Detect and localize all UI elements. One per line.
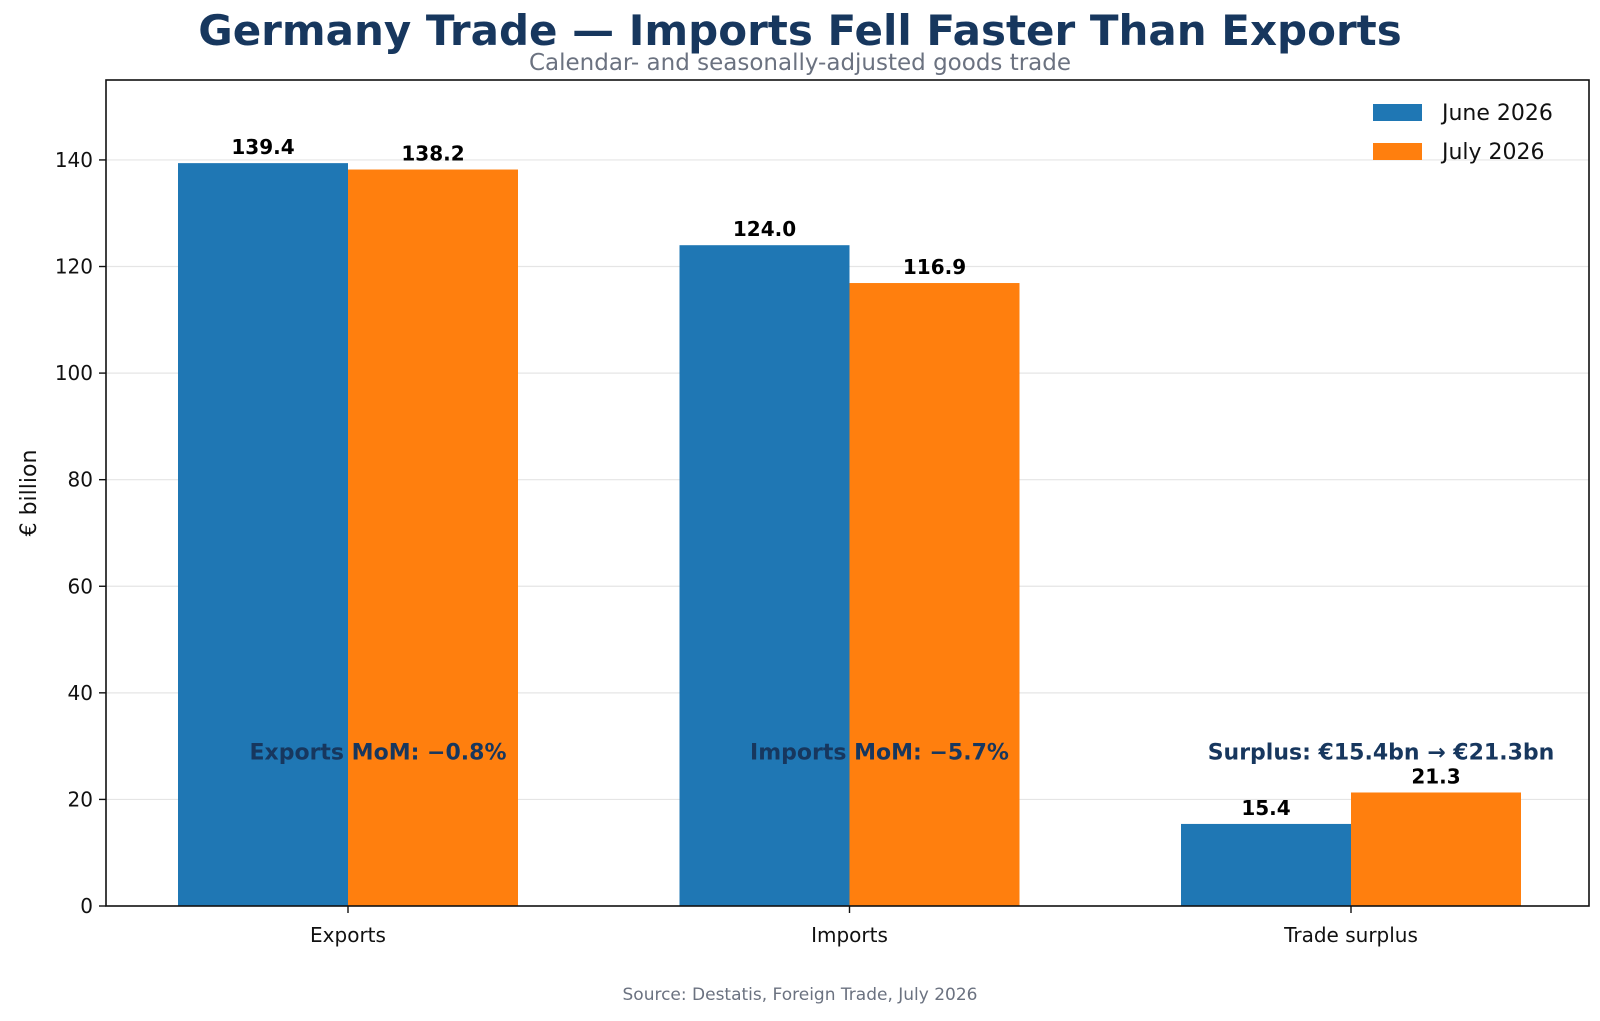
data-label: 138.2 bbox=[401, 142, 464, 166]
chart-subtitle: Calendar- and seasonally-adjusted goods … bbox=[528, 50, 1072, 76]
bar-june-exports bbox=[178, 163, 348, 906]
y-tick-label: 80 bbox=[68, 468, 93, 492]
legend-swatch bbox=[1373, 143, 1422, 160]
legend-label: July 2026 bbox=[1440, 140, 1545, 165]
data-label: 15.4 bbox=[1241, 796, 1290, 820]
annotation: Surplus: €15.4bn → €21.3bn bbox=[1208, 740, 1555, 765]
bar-july-imports bbox=[849, 283, 1020, 906]
data-label: 116.9 bbox=[903, 255, 966, 279]
data-label: 21.3 bbox=[1411, 764, 1460, 788]
y-tick-label: 140 bbox=[55, 148, 93, 172]
bar-june-imports bbox=[679, 245, 850, 906]
y-tick-label: 100 bbox=[55, 361, 93, 385]
bar-july-trade-surplus bbox=[1351, 792, 1521, 906]
y-tick-label: 0 bbox=[80, 894, 93, 918]
y-tick-label: 40 bbox=[68, 681, 93, 705]
legend-label: June 2026 bbox=[1440, 101, 1553, 126]
y-axis-label: € billion bbox=[17, 450, 42, 537]
annotation: Imports MoM: −5.7% bbox=[750, 740, 1009, 765]
plot-frame bbox=[105, 79, 1590, 907]
y-tick-label: 20 bbox=[68, 787, 93, 811]
data-label: 139.4 bbox=[231, 135, 294, 159]
source-note: Source: Destatis, Foreign Trade, July 20… bbox=[622, 985, 978, 1005]
legend-swatch bbox=[1373, 104, 1422, 121]
chart-title: Germany Trade — Imports Fell Faster Than… bbox=[198, 6, 1402, 55]
x-tick-label: Exports bbox=[310, 923, 386, 947]
x-tick-label: Trade surplus bbox=[1283, 923, 1418, 947]
data-label: 124.0 bbox=[733, 217, 796, 241]
bar-july-exports bbox=[348, 169, 518, 907]
annotation: Exports MoM: −0.8% bbox=[249, 740, 506, 765]
bar-june-trade-surplus bbox=[1181, 823, 1351, 906]
x-tick-label: Imports bbox=[811, 923, 888, 947]
y-tick-label: 120 bbox=[55, 255, 93, 279]
y-tick-label: 60 bbox=[68, 574, 93, 598]
